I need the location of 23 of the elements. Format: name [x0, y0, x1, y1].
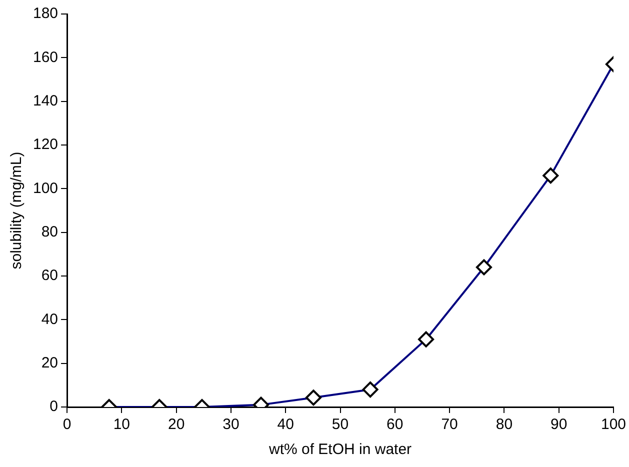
- x-axis-title: wt% of EtOH in water: [268, 441, 412, 458]
- y-tick-label: 180: [32, 5, 58, 22]
- y-tick-label: 0: [50, 398, 58, 416]
- y-tick-label: 40: [41, 310, 58, 328]
- y-tick-label: 120: [32, 136, 58, 154]
- y-tick-label: 100: [32, 180, 58, 197]
- x-tick-label: 70: [441, 416, 458, 434]
- y-tick-label: 80: [41, 223, 58, 240]
- x-tick-label: 80: [496, 416, 513, 434]
- y-axis-title: solubility (mg/mL): [8, 152, 26, 270]
- y-tick-label: 140: [32, 92, 58, 110]
- x-tick-label: 60: [386, 416, 404, 434]
- x-tick-label: 30: [222, 416, 240, 434]
- x-tick-label: 90: [550, 416, 568, 434]
- y-tick-label: 160: [32, 48, 58, 66]
- y-tick-label: 20: [41, 354, 58, 372]
- x-tick-label: 50: [332, 416, 349, 434]
- x-tick-label: 40: [277, 416, 294, 434]
- y-tick-label: 60: [41, 267, 58, 284]
- x-tick-label: 100: [600, 416, 626, 434]
- x-tick-label: 20: [168, 416, 185, 434]
- x-tick-label: 0: [62, 416, 72, 434]
- x-tick-label: 10: [113, 416, 130, 434]
